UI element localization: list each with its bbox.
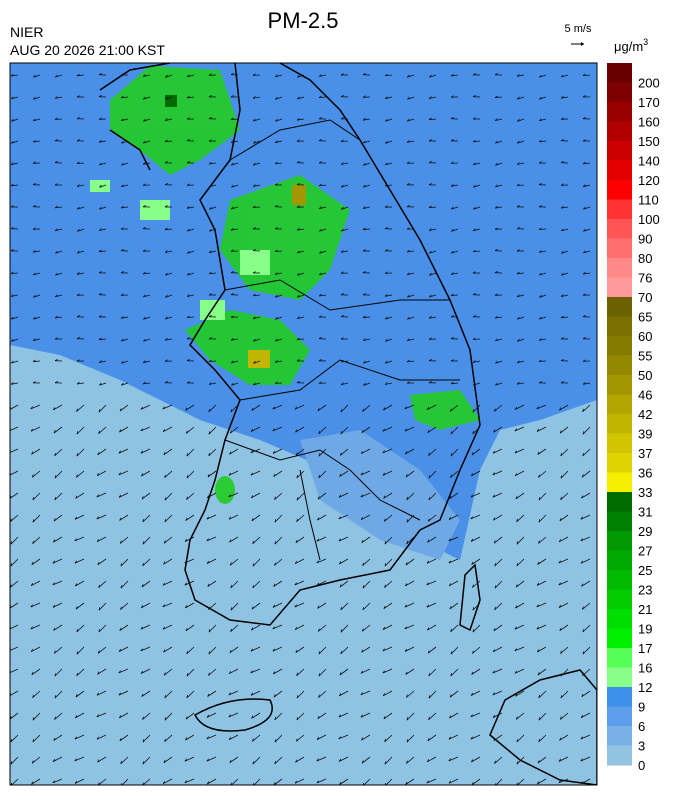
colorbar-label: 33 xyxy=(638,485,652,500)
colorbar-label: 36 xyxy=(638,466,652,481)
colorbar-box xyxy=(607,219,632,239)
colorbar-label: 27 xyxy=(638,544,652,559)
hotspot xyxy=(292,185,306,205)
colorbar-box xyxy=(607,570,632,590)
colorbar-box xyxy=(607,726,632,746)
colorbar-label: 31 xyxy=(638,505,652,520)
colorbar-label: 90 xyxy=(638,232,652,247)
colorbar-box xyxy=(607,707,632,727)
colorbar-label: 23 xyxy=(638,583,652,598)
colorbar-box xyxy=(607,258,632,278)
colorbar-box xyxy=(607,102,632,122)
colorbar-box xyxy=(607,512,632,532)
colorbar-box xyxy=(607,629,632,649)
colorbar-label: 16 xyxy=(638,661,652,676)
colorbar-box xyxy=(607,453,632,473)
unit-exp: 3 xyxy=(643,37,648,47)
colorbar-label: 60 xyxy=(638,329,652,344)
colorbar-label: 150 xyxy=(638,134,660,149)
colorbar-box xyxy=(607,180,632,200)
colorbar-box xyxy=(607,336,632,356)
colorbar-label: 42 xyxy=(638,407,652,422)
colorbar-box xyxy=(607,356,632,376)
colorbar-label: 37 xyxy=(638,446,652,461)
colorbar-box xyxy=(607,668,632,688)
colorbar-label: 29 xyxy=(638,524,652,539)
colorbar-box xyxy=(607,63,632,83)
datetime: AUG 20 2026 21:00 KST xyxy=(10,42,165,58)
colorbar-label: 17 xyxy=(638,641,652,656)
colorbar-label: 55 xyxy=(638,349,652,364)
title: PM-2.5 xyxy=(268,8,339,33)
unit-base: μg/m xyxy=(614,39,643,54)
colorbar-box xyxy=(607,434,632,454)
colorbar-box xyxy=(607,278,632,298)
colorbar-box xyxy=(607,122,632,142)
colorbar-label: 76 xyxy=(638,271,652,286)
colorbar-label: 100 xyxy=(638,212,660,227)
colorbar-box xyxy=(607,141,632,161)
colorbar-box xyxy=(607,200,632,220)
agency: NIER xyxy=(10,24,43,40)
colorbar-label: 50 xyxy=(638,368,652,383)
colorbar-label: 46 xyxy=(638,388,652,403)
colorbar-box xyxy=(607,239,632,259)
colorbar-box xyxy=(607,648,632,668)
colorbar-box xyxy=(607,746,632,766)
colorbar-label: 120 xyxy=(638,173,660,188)
colorbar-label: 65 xyxy=(638,310,652,325)
map xyxy=(9,63,597,786)
hotspot xyxy=(248,350,270,368)
colorbar-label: 70 xyxy=(638,290,652,305)
colorbar-label: 200 xyxy=(638,76,660,91)
colorbar-label: 3 xyxy=(638,739,645,754)
colorbar-box xyxy=(607,590,632,610)
colorbar-box xyxy=(607,395,632,415)
unit: μg/m3 xyxy=(614,37,648,54)
colorbar-label: 21 xyxy=(638,602,652,617)
wind-scale-head xyxy=(581,42,584,46)
colorbar-label: 19 xyxy=(638,622,652,637)
colorbar-box xyxy=(607,687,632,707)
colorbar-box xyxy=(607,473,632,493)
colorbar-box xyxy=(607,551,632,571)
colorbar-label: 12 xyxy=(638,680,652,695)
colorbar-label: 170 xyxy=(638,95,660,110)
colorbar-label: 80 xyxy=(638,251,652,266)
colorbar-label: 9 xyxy=(638,700,645,715)
colorbar-box xyxy=(607,414,632,434)
colorbar-box xyxy=(607,531,632,551)
colorbar-label: 110 xyxy=(638,193,659,208)
colorbar-box xyxy=(607,375,632,395)
colorbar-box xyxy=(607,492,632,512)
colorbar-label: 6 xyxy=(638,719,645,734)
colorbar-box xyxy=(607,297,632,317)
colorbar: 2001701601501401201101009080767065605550… xyxy=(607,63,660,773)
colorbar-label: 39 xyxy=(638,427,652,442)
colorbar-label: 140 xyxy=(638,154,660,169)
hotspot xyxy=(165,95,177,107)
colorbar-label: 0 xyxy=(638,758,645,773)
wind-scale: 5 m/s xyxy=(565,23,592,35)
colorbar-box xyxy=(607,83,632,103)
colorbar-label: 25 xyxy=(638,563,652,578)
colorbar-box xyxy=(607,161,632,181)
colorbar-box xyxy=(607,317,632,337)
colorbar-label: 160 xyxy=(638,115,660,130)
colorbar-box xyxy=(607,609,632,629)
